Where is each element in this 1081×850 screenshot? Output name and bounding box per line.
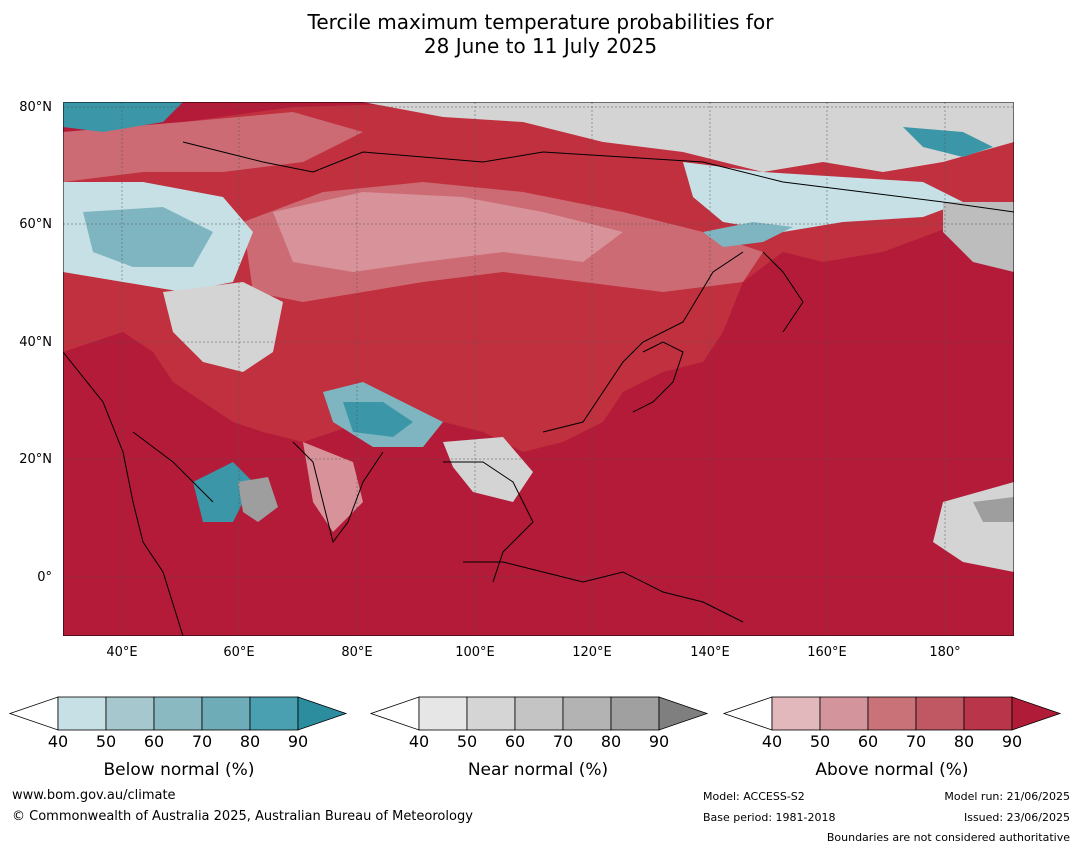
chart-title: Tercile maximum temperature probabilitie… — [0, 10, 1081, 58]
above-normal-indian-coast — [303, 442, 363, 532]
legend-above-tick-label: 70 — [906, 732, 926, 751]
below-normal-arctic-east — [903, 127, 993, 157]
below-normal-horn-africa — [193, 462, 253, 522]
title-line-1: Tercile maximum temperature probabilitie… — [307, 10, 774, 34]
legend-near-tick-label: 70 — [553, 732, 573, 751]
legend-below-swatch — [57, 696, 107, 731]
legend-below-tick-label: 40 — [48, 732, 68, 751]
legend-near-extend-high — [658, 696, 709, 731]
probability-map — [62, 102, 1015, 637]
lon-label-40e: 40°E — [106, 645, 138, 660]
legend-above-swatch — [915, 696, 965, 731]
legend-near-tick-label: 90 — [649, 732, 669, 751]
footer-website-link[interactable]: www.bom.gov.au/climate — [12, 788, 176, 803]
near-normal-central-asia — [163, 282, 283, 372]
near-normal-arabian-sea — [238, 477, 278, 522]
below-normal-siberia — [683, 162, 963, 232]
footer-model: Model: ACCESS-S2 — [703, 790, 805, 803]
lat-label-0: 0° — [37, 570, 52, 585]
legend-above-swatch — [771, 696, 821, 731]
legend-above-tick-label: 90 — [1002, 732, 1022, 751]
map-frame — [63, 102, 1014, 636]
legend-above-extend-low — [722, 696, 773, 731]
legend-below-tick-label: 70 — [192, 732, 212, 751]
legend-below-tick-label: 80 — [240, 732, 260, 751]
near-normal-se-asia — [443, 437, 533, 502]
legend-near-extend-low — [369, 696, 420, 731]
lat-label-60n: 60°N — [19, 217, 52, 232]
legend-near-tick-label: 40 — [409, 732, 429, 751]
map-canvas — [62, 102, 1015, 637]
near-normal-pacific-core — [973, 497, 1014, 522]
legend-above-swatch — [867, 696, 917, 731]
legend-near-swatch — [514, 696, 564, 731]
legend-near-tick-label: 50 — [457, 732, 477, 751]
footer-disclaimer: Boundaries are not considered authoritat… — [826, 831, 1070, 844]
footer-copyright: © Commonwealth of Australia 2025, Austra… — [12, 809, 473, 824]
legend-near-swatch — [610, 696, 660, 731]
near-normal-east-siberia — [943, 202, 1014, 272]
footer-base-period: Base period: 1981-2018 — [703, 811, 836, 824]
legend-near-tick-label: 60 — [505, 732, 525, 751]
legend-near-swatch — [418, 696, 468, 731]
lon-label-80e: 80°E — [341, 645, 373, 660]
above-normal-low-region — [273, 192, 623, 272]
legend-below-swatch — [153, 696, 203, 731]
legend-below-extend-high — [297, 696, 348, 731]
legend-title-below: Below normal (%) — [103, 760, 255, 780]
near-normal-arctic — [363, 102, 1014, 172]
below-normal-tibet-core — [343, 402, 413, 437]
legend-below-tick-label: 60 — [144, 732, 164, 751]
coastlines — [62, 141, 1015, 637]
legend-above-tick-label: 80 — [954, 732, 974, 751]
lon-label-60e: 60°E — [223, 645, 255, 660]
legend-title-near: Near normal (%) — [467, 760, 609, 780]
footer-issued: Issued: 23/06/2025 — [963, 811, 1070, 824]
legend-above-tick-label: 40 — [762, 732, 782, 751]
footer-model-run: Model run: 21/06/2025 — [944, 790, 1070, 803]
legend-above-tick-label: 50 — [810, 732, 830, 751]
legend-below-swatch — [105, 696, 155, 731]
legend-below-extend-low — [8, 696, 59, 731]
legend-below-swatch — [249, 696, 299, 731]
legend-above-swatch — [963, 696, 1013, 731]
title-line-2: 28 June to 11 July 2025 — [423, 34, 658, 58]
legend-near-swatch — [562, 696, 612, 731]
legend-above-swatch — [819, 696, 869, 731]
lat-label-20n: 20°N — [19, 452, 52, 467]
legend-near-swatch — [466, 696, 516, 731]
lon-label-120e: 120°E — [572, 645, 612, 660]
legend-below-tick-label: 50 — [96, 732, 116, 751]
legend-below-swatch — [201, 696, 251, 731]
legend-above-tick-label: 60 — [858, 732, 878, 751]
legend-above-extend-high — [1011, 696, 1062, 731]
lon-label-140e: 140°E — [690, 645, 730, 660]
above-normal-north-region — [63, 112, 363, 182]
lat-label-80n: 80°N — [19, 100, 52, 115]
graticule — [63, 102, 1014, 636]
legend-colorbars: 40 50 60 70 80 90 40 50 60 70 80 90 40 50 60 70 80 90 — [8, 696, 1062, 751]
below-normal-arctic-west — [63, 102, 183, 132]
lon-label-180: 180° — [929, 645, 961, 660]
below-normal-europe-core — [83, 207, 213, 267]
legend-below-tick-label: 90 — [288, 732, 308, 751]
legend-near-tick-label: 80 — [601, 732, 621, 751]
lon-label-100e: 100°E — [455, 645, 495, 660]
legend-title-above: Above normal (%) — [815, 760, 969, 780]
below-normal-siberia-core — [703, 222, 793, 247]
lon-label-160e: 160°E — [807, 645, 847, 660]
lat-label-40n: 40°N — [19, 335, 52, 350]
